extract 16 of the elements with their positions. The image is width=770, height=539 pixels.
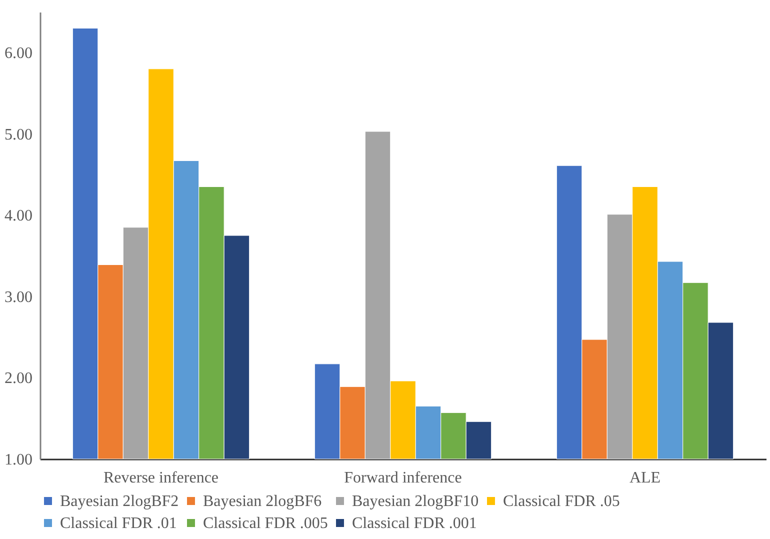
- legend-label: Classical FDR .01: [60, 515, 177, 532]
- legend-label: Bayesian 2logBF10: [352, 493, 479, 510]
- y-tick-label: 4.00: [4, 208, 32, 225]
- x-tick-label: ALE: [629, 470, 661, 486]
- x-tick-label: Reverse inference: [103, 470, 219, 486]
- legend-label: Bayesian 2logBF2: [60, 493, 179, 510]
- y-tick-label: 1.00: [4, 452, 32, 468]
- legend-label: Classical FDR .005: [203, 515, 328, 532]
- y-tick-label: 3.00: [4, 288, 32, 306]
- legend-label: Classical FDR .001: [352, 515, 477, 532]
- legend-label: Bayesian 2logBF6: [203, 493, 322, 510]
- y-tick-label: 6.00: [4, 45, 32, 62]
- y-tick-label: 2.00: [4, 370, 32, 388]
- legend-label: Classical FDR .05: [503, 493, 620, 510]
- y-tick-label: 5.00: [4, 126, 32, 144]
- x-tick-label: Forward inference: [344, 470, 462, 486]
